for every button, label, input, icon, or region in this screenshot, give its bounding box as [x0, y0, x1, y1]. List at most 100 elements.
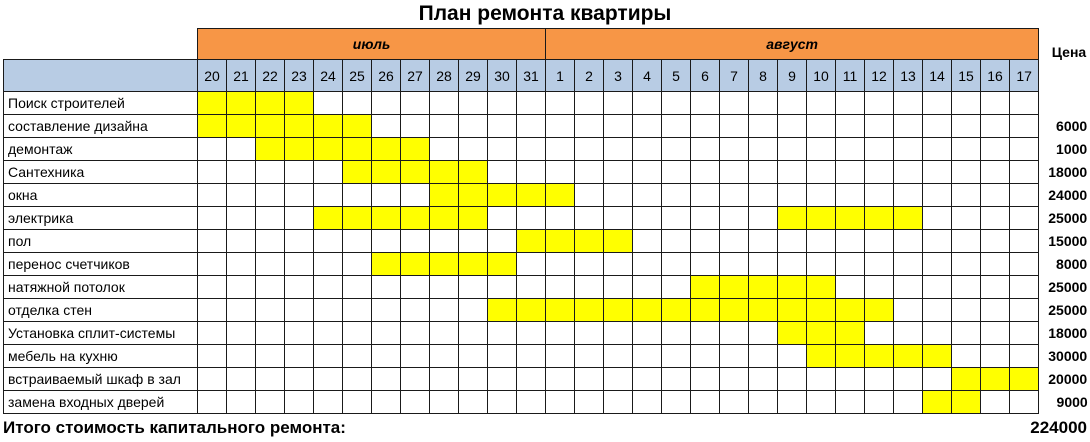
schedule-cell[interactable]: [777, 229, 808, 253]
schedule-cell[interactable]: [226, 206, 256, 230]
schedule-cell[interactable]: [748, 367, 779, 391]
schedule-cell[interactable]: [197, 252, 227, 276]
schedule-cell[interactable]: [893, 390, 924, 414]
task-name[interactable]: Сантехника: [3, 160, 198, 184]
schedule-cell[interactable]: [226, 229, 256, 253]
schedule-cell[interactable]: [893, 114, 924, 138]
schedule-cell[interactable]: [690, 206, 721, 230]
schedule-cell[interactable]: [661, 321, 692, 345]
schedule-cell[interactable]: [893, 298, 924, 322]
schedule-cell-active[interactable]: [429, 252, 459, 276]
schedule-cell[interactable]: [1009, 114, 1040, 138]
schedule-cell[interactable]: [632, 390, 663, 414]
schedule-cell[interactable]: [951, 91, 982, 115]
task-name[interactable]: натяжной потолок: [3, 275, 198, 299]
schedule-cell[interactable]: [980, 275, 1011, 299]
schedule-cell[interactable]: [197, 183, 227, 207]
schedule-cell-active[interactable]: [922, 344, 953, 368]
schedule-cell-active[interactable]: [864, 298, 895, 322]
schedule-cell[interactable]: [951, 321, 982, 345]
schedule-cell[interactable]: [864, 390, 895, 414]
schedule-cell[interactable]: [458, 367, 488, 391]
task-name[interactable]: замена входных дверей: [3, 390, 198, 414]
schedule-cell-active[interactable]: [284, 137, 314, 161]
schedule-cell[interactable]: [429, 137, 459, 161]
schedule-cell[interactable]: [719, 367, 750, 391]
schedule-cell[interactable]: [980, 344, 1011, 368]
schedule-cell[interactable]: [313, 160, 343, 184]
day-header[interactable]: 26: [371, 59, 401, 92]
schedule-cell-active[interactable]: [603, 229, 634, 253]
schedule-cell[interactable]: [690, 390, 721, 414]
schedule-cell-active[interactable]: [574, 298, 605, 322]
schedule-cell[interactable]: [545, 367, 576, 391]
schedule-cell[interactable]: [342, 91, 372, 115]
schedule-cell-active[interactable]: [835, 206, 866, 230]
schedule-cell[interactable]: [400, 91, 430, 115]
schedule-cell[interactable]: [980, 252, 1011, 276]
schedule-cell[interactable]: [197, 206, 227, 230]
schedule-cell[interactable]: [284, 321, 314, 345]
schedule-cell[interactable]: [574, 367, 605, 391]
schedule-cell-active[interactable]: [603, 298, 634, 322]
schedule-cell[interactable]: [545, 321, 576, 345]
schedule-cell[interactable]: [632, 275, 663, 299]
schedule-cell[interactable]: [255, 275, 285, 299]
schedule-cell[interactable]: [487, 344, 517, 368]
day-header[interactable]: 31: [515, 59, 547, 92]
schedule-cell[interactable]: [342, 252, 372, 276]
schedule-cell[interactable]: [342, 390, 372, 414]
schedule-cell[interactable]: [864, 321, 895, 345]
schedule-cell-active[interactable]: [748, 275, 779, 299]
schedule-cell[interactable]: [777, 367, 808, 391]
schedule-cell[interactable]: [719, 206, 750, 230]
schedule-cell[interactable]: [893, 183, 924, 207]
schedule-cell[interactable]: [603, 252, 634, 276]
month-header[interactable]: август: [545, 28, 1040, 60]
schedule-cell[interactable]: [515, 160, 547, 184]
schedule-cell-active[interactable]: [429, 183, 459, 207]
schedule-cell[interactable]: [255, 229, 285, 253]
day-header[interactable]: 20: [197, 59, 227, 92]
schedule-cell[interactable]: [951, 298, 982, 322]
schedule-cell[interactable]: [197, 275, 227, 299]
schedule-cell[interactable]: [255, 344, 285, 368]
schedule-cell-active[interactable]: [893, 344, 924, 368]
task-name[interactable]: перенос счетчиков: [3, 252, 198, 276]
schedule-cell-active[interactable]: [777, 275, 808, 299]
task-name[interactable]: Поиск строителей: [3, 91, 198, 115]
schedule-cell[interactable]: [922, 91, 953, 115]
schedule-cell-active[interactable]: [835, 321, 866, 345]
schedule-cell[interactable]: [922, 367, 953, 391]
day-header[interactable]: 12: [864, 59, 895, 92]
schedule-cell[interactable]: [632, 229, 663, 253]
task-name[interactable]: составление дизайна: [3, 114, 198, 138]
day-header[interactable]: 10: [806, 59, 837, 92]
schedule-cell[interactable]: [719, 114, 750, 138]
schedule-cell[interactable]: [603, 183, 634, 207]
schedule-cell[interactable]: [371, 183, 401, 207]
day-header[interactable]: 29: [458, 59, 488, 92]
schedule-cell[interactable]: [690, 344, 721, 368]
schedule-cell[interactable]: [661, 160, 692, 184]
schedule-cell[interactable]: [661, 183, 692, 207]
schedule-cell[interactable]: [719, 183, 750, 207]
schedule-cell[interactable]: [1009, 91, 1040, 115]
schedule-cell[interactable]: [922, 321, 953, 345]
schedule-cell-active[interactable]: [951, 390, 982, 414]
schedule-cell[interactable]: [806, 160, 837, 184]
schedule-cell[interactable]: [661, 344, 692, 368]
schedule-cell[interactable]: [632, 344, 663, 368]
schedule-cell[interactable]: [255, 367, 285, 391]
schedule-cell[interactable]: [690, 183, 721, 207]
schedule-cell-active[interactable]: [226, 114, 256, 138]
schedule-cell[interactable]: [515, 367, 547, 391]
schedule-cell[interactable]: [748, 252, 779, 276]
schedule-cell[interactable]: [835, 275, 866, 299]
schedule-cell[interactable]: [951, 252, 982, 276]
schedule-cell[interactable]: [458, 91, 488, 115]
schedule-cell[interactable]: [487, 206, 517, 230]
schedule-cell[interactable]: [515, 114, 547, 138]
schedule-cell[interactable]: [197, 137, 227, 161]
schedule-cell[interactable]: [574, 91, 605, 115]
